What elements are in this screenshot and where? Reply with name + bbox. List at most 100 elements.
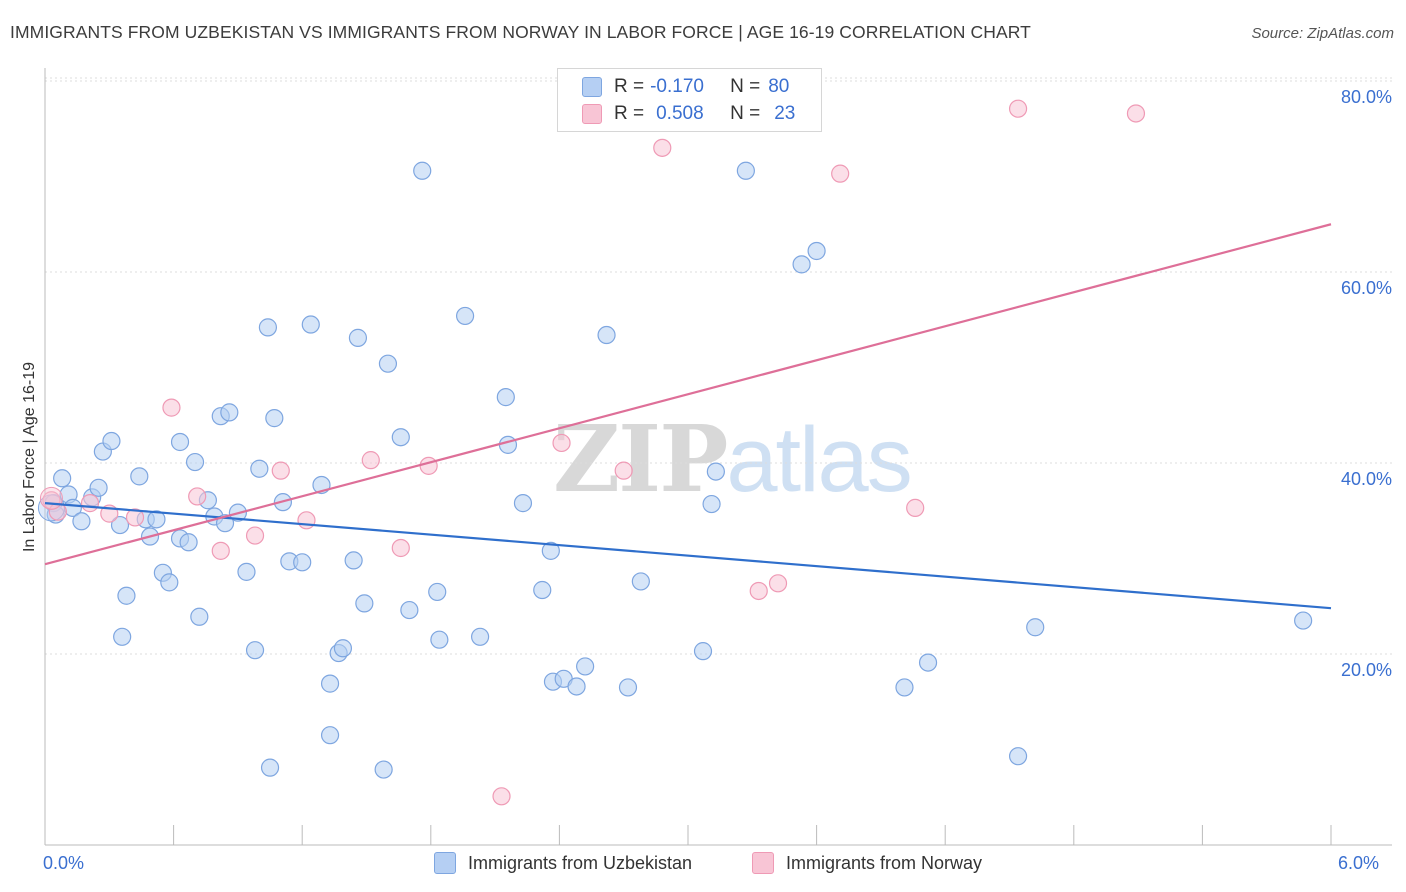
point-norway-cluster bbox=[39, 486, 63, 510]
point-uzbekistan bbox=[1026, 618, 1045, 637]
point-uzbekistan bbox=[113, 627, 132, 646]
point-uzbekistan bbox=[265, 409, 284, 428]
legend-n-value: 23 bbox=[774, 103, 796, 124]
correlation-legend: R = -0.170 N = 80 R = 0.508 N = 23 bbox=[557, 68, 822, 132]
point-uzbekistan bbox=[185, 452, 205, 472]
legend-row-norway: R = 0.508 N = 23 bbox=[582, 102, 795, 126]
point-uzbekistan bbox=[320, 726, 340, 745]
point-uzbekistan bbox=[496, 388, 515, 407]
point-norway bbox=[125, 508, 145, 527]
point-uzbekistan bbox=[355, 594, 374, 613]
point-uzbekistan bbox=[320, 674, 340, 693]
point-uzbekistan bbox=[618, 678, 638, 697]
point-norway bbox=[162, 398, 181, 417]
point-uzbekistan bbox=[693, 642, 713, 661]
point-uzbekistan bbox=[470, 627, 490, 646]
point-norway bbox=[653, 138, 672, 157]
point-norway bbox=[552, 433, 571, 453]
bottom-legend-label-norway: Immigrants from Norway bbox=[786, 852, 983, 873]
point-uzbekistan bbox=[147, 510, 166, 529]
point-uzbekistan bbox=[455, 306, 475, 326]
point-uzbekistan bbox=[631, 572, 650, 591]
trend-line-norway bbox=[44, 223, 1332, 566]
trend-lines bbox=[44, 223, 1332, 610]
point-uzbekistan bbox=[597, 325, 616, 345]
legend-r-value: 0.508 bbox=[656, 103, 704, 124]
point-uzbekistan bbox=[1008, 747, 1028, 766]
point-uzbekistan bbox=[792, 255, 811, 274]
watermark-atlas: atlas bbox=[726, 409, 912, 511]
point-uzbekistan bbox=[258, 318, 278, 337]
point-uzbekistan bbox=[736, 161, 755, 180]
point-uzbekistan bbox=[250, 459, 269, 478]
chart-title: IMMIGRANTS FROM UZBEKISTAN VS IMMIGRANTS… bbox=[10, 22, 1031, 42]
point-uzbekistan bbox=[245, 641, 265, 660]
point-uzbekistan bbox=[117, 586, 136, 605]
point-uzbekistan bbox=[498, 435, 518, 454]
point-uzbekistan bbox=[1294, 611, 1313, 630]
point-norway bbox=[80, 494, 100, 513]
point-uzbekistan bbox=[170, 432, 190, 452]
point-uzbekistan bbox=[702, 494, 721, 514]
point-uzbekistan bbox=[344, 551, 363, 570]
bottom-legend-swatch-norway bbox=[752, 852, 774, 874]
legend-swatch-uzbekistan bbox=[582, 77, 602, 97]
point-norway bbox=[1126, 104, 1146, 123]
bottom-legend-label-uzbekistan: Immigrants from Uzbekistan bbox=[468, 852, 693, 873]
point-uzbekistan bbox=[567, 677, 586, 696]
point-uzbekistan bbox=[110, 515, 130, 535]
point-uzbekistan bbox=[706, 462, 725, 481]
point-uzbekistan bbox=[260, 758, 280, 777]
point-norway bbox=[906, 498, 925, 517]
point-uzbekistan bbox=[400, 600, 419, 620]
series-norway-points bbox=[39, 99, 1146, 806]
point-uzbekistan bbox=[348, 328, 368, 347]
legend-r-label: R = bbox=[614, 103, 645, 124]
point-uzbekistan bbox=[102, 431, 121, 451]
point-uzbekistan bbox=[220, 403, 239, 422]
point-uzbekistan bbox=[89, 478, 108, 497]
point-uzbekistan bbox=[541, 541, 560, 560]
point-uzbekistan bbox=[72, 512, 91, 531]
axes bbox=[44, 68, 1392, 846]
series-uzbekistan-points bbox=[37, 161, 1313, 779]
point-norway bbox=[614, 461, 633, 480]
point-uzbekistan bbox=[378, 354, 398, 373]
x-tick-label-min: 0.0% bbox=[43, 853, 85, 873]
point-uzbekistan bbox=[513, 494, 533, 513]
y-tick-label-40: 40.0% bbox=[1340, 469, 1392, 489]
point-norway bbox=[188, 487, 207, 506]
point-uzbekistan bbox=[333, 639, 353, 658]
point-uzbekistan bbox=[160, 573, 179, 592]
point-norway bbox=[361, 451, 380, 470]
point-norway bbox=[391, 538, 410, 558]
legend-n-label: N = bbox=[730, 76, 761, 97]
point-uzbekistan bbox=[374, 760, 393, 779]
point-uzbekistan bbox=[807, 241, 826, 261]
legend-r-value: -0.170 bbox=[650, 76, 704, 97]
y-tick-label-80: 80.0% bbox=[1340, 87, 1392, 107]
legend-r-label: R = bbox=[614, 76, 645, 97]
point-uzbekistan bbox=[391, 428, 410, 447]
y-axis-label: In Labor Force | Age 16-19 bbox=[21, 361, 38, 553]
point-norway bbox=[297, 511, 316, 530]
point-norway bbox=[271, 461, 290, 480]
point-uzbekistan bbox=[918, 653, 938, 672]
point-uzbekistan bbox=[179, 533, 198, 552]
legend-n-label: N = bbox=[730, 103, 761, 124]
point-uzbekistan bbox=[237, 562, 256, 581]
trend-line-uzbekistan bbox=[44, 502, 1332, 610]
x-tick-label-max: 6.0% bbox=[1338, 853, 1380, 873]
point-uzbekistan bbox=[301, 315, 320, 334]
point-uzbekistan bbox=[430, 630, 449, 649]
point-norway bbox=[492, 787, 511, 806]
point-uzbekistan bbox=[413, 161, 432, 180]
y-tick-label-20: 20.0% bbox=[1340, 660, 1392, 680]
y-tick-label-60: 60.0% bbox=[1340, 278, 1392, 298]
point-uzbekistan bbox=[428, 582, 447, 602]
point-norway bbox=[419, 456, 438, 475]
bottom-legend-swatch-uzbekistan bbox=[434, 852, 456, 874]
point-norway bbox=[749, 581, 768, 601]
point-norway bbox=[831, 164, 850, 183]
